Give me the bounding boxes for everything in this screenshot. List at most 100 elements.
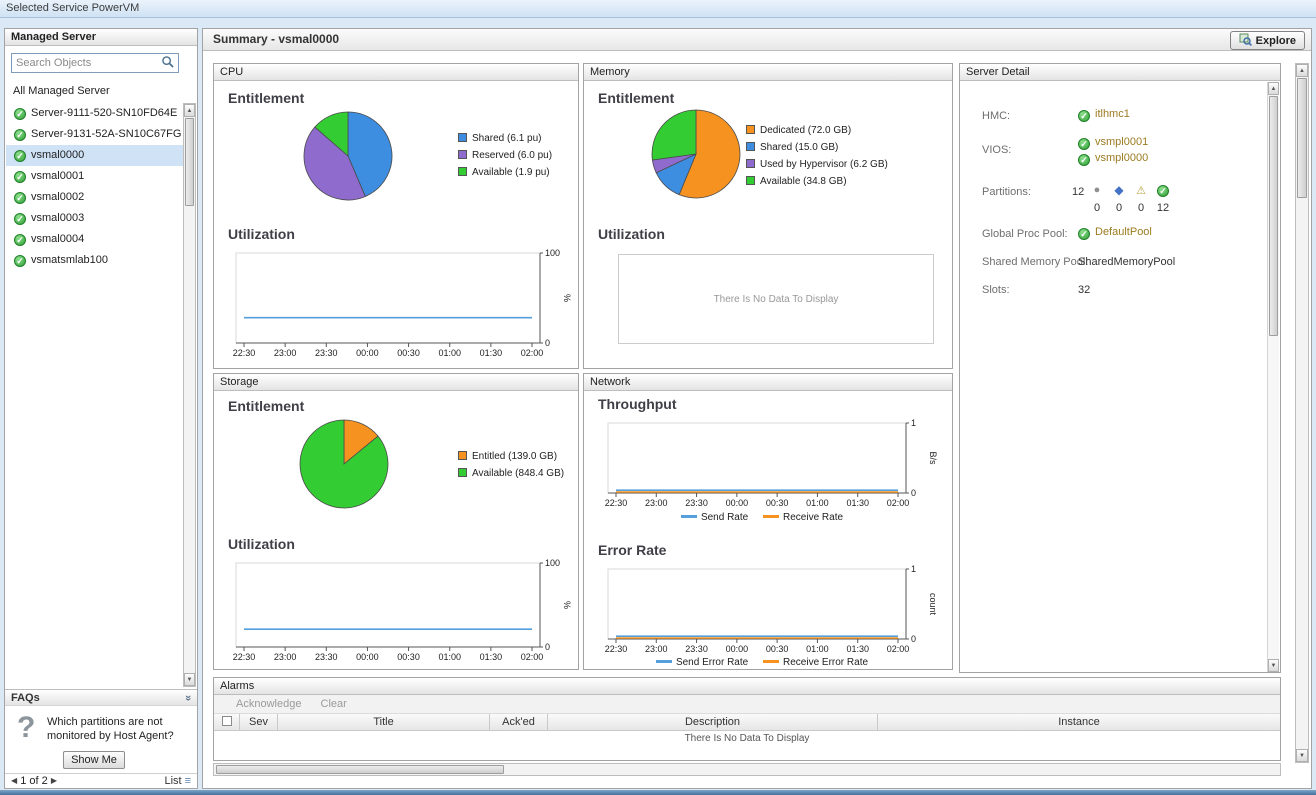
status-ok-icon: ✓ bbox=[14, 213, 26, 225]
svg-text:22:30: 22:30 bbox=[605, 644, 628, 654]
vios-link[interactable]: vsmpl0001 bbox=[1095, 136, 1148, 148]
svg-text:02:00: 02:00 bbox=[887, 644, 910, 654]
list-view-toggle[interactable]: List≡ bbox=[164, 775, 191, 787]
column-header-title[interactable]: Title bbox=[278, 714, 490, 731]
legend-label: Available (34.8 GB) bbox=[760, 176, 847, 187]
select-all-checkbox[interactable] bbox=[222, 716, 232, 726]
svg-text:00:00: 00:00 bbox=[726, 498, 749, 508]
server-item[interactable]: ✓vsmal0004 bbox=[6, 229, 184, 250]
scroll-down-icon[interactable]: ▼ bbox=[184, 673, 195, 686]
svg-text:01:30: 01:30 bbox=[480, 348, 503, 358]
sidebar-title: Managed Server bbox=[5, 29, 197, 46]
svg-text:23:30: 23:30 bbox=[315, 348, 338, 358]
scroll-down-icon[interactable]: ▼ bbox=[1268, 659, 1279, 672]
svg-text:1: 1 bbox=[911, 564, 916, 574]
server-item[interactable]: ✓vsmal0001 bbox=[6, 166, 184, 187]
svg-text:00:30: 00:30 bbox=[766, 498, 789, 508]
server-item[interactable]: ✓Server-9131-52A-SN10C67FG bbox=[6, 124, 184, 145]
svg-text:02:00: 02:00 bbox=[887, 498, 910, 508]
main-area: Summary - vsmal0000 Explore CPU Entitlem… bbox=[202, 28, 1312, 789]
column-header-instance[interactable]: Instance bbox=[878, 714, 1280, 731]
acknowledge-button[interactable]: Acknowledge bbox=[236, 698, 301, 710]
legend-label: Send Error Rate bbox=[676, 657, 748, 668]
global-proc-pool-label: Global Proc Pool: bbox=[982, 228, 1068, 240]
svg-text:01:00: 01:00 bbox=[438, 348, 461, 358]
storage-entitlement-pie bbox=[298, 418, 390, 510]
legend-swatch bbox=[458, 167, 467, 176]
list-icon: ≡ bbox=[185, 775, 191, 787]
faqs-header[interactable]: FAQs » bbox=[5, 689, 197, 706]
hmc-value[interactable]: ✓itlhmc1 bbox=[1078, 108, 1130, 122]
status-ok-icon: ✓ bbox=[14, 255, 26, 267]
scrollbar-thumb[interactable] bbox=[185, 118, 194, 206]
cpu-entitlement-legend: Shared (6.1 pu) Reserved (6.0 pu) Availa… bbox=[458, 130, 552, 181]
server-item[interactable]: ✓vsmal0002 bbox=[6, 187, 184, 208]
server-name: vsmal0004 bbox=[31, 229, 84, 250]
column-header-description[interactable]: Description bbox=[548, 714, 878, 731]
severity-fatal-icon: ● bbox=[1090, 184, 1104, 196]
server-item[interactable]: ✓vsmatsmlab100 bbox=[6, 250, 184, 271]
storage-entitlement-heading: Entitlement bbox=[228, 398, 304, 414]
status-ok-icon: ✓ bbox=[14, 108, 26, 120]
network-panel: Network Throughput 10B/s22:3023:0023:300… bbox=[583, 373, 953, 670]
legend-label: Entitled (139.0 GB) bbox=[472, 451, 557, 462]
server-item[interactable]: ✓vsmal0003 bbox=[6, 208, 184, 229]
svg-text:00:00: 00:00 bbox=[726, 644, 749, 654]
hmc-link[interactable]: itlhmc1 bbox=[1095, 108, 1130, 120]
memory-panel-title: Memory bbox=[584, 64, 952, 81]
clear-button[interactable]: Clear bbox=[321, 698, 347, 710]
column-header-acked[interactable]: Ack'ed bbox=[490, 714, 548, 731]
managed-server-panel: Managed Server All Managed Server ✓Serve… bbox=[4, 28, 198, 789]
server-detail-panel: Server Detail HMC: ✓itlhmc1 VIOS: ✓vsmpl… bbox=[959, 63, 1281, 673]
legend-label: Available (1.9 pu) bbox=[472, 167, 550, 178]
memory-entitlement-heading: Entitlement bbox=[598, 90, 674, 106]
cpu-panel-title: CPU bbox=[214, 64, 578, 81]
partition-count: 12 bbox=[1156, 202, 1170, 214]
partitions-total: 12 bbox=[1072, 186, 1084, 198]
search-input[interactable] bbox=[11, 53, 179, 73]
severity-warning-icon: ⚠ bbox=[1134, 184, 1148, 197]
vios-value[interactable]: ✓vsmpl0001 bbox=[1078, 136, 1148, 150]
status-ok-icon: ✓ bbox=[14, 171, 26, 183]
server-item-selected[interactable]: ✓ vsmal0000 bbox=[6, 145, 184, 166]
cpu-utilization-heading: Utilization bbox=[228, 226, 295, 242]
faq-next-icon[interactable]: ▶ bbox=[51, 776, 57, 785]
scrollbar-thumb[interactable] bbox=[1297, 78, 1307, 198]
search-icon[interactable] bbox=[158, 55, 177, 71]
server-detail-scrollbar[interactable]: ▲ ▼ bbox=[1267, 82, 1279, 672]
partition-count: 0 bbox=[1134, 202, 1148, 214]
svg-text:23:00: 23:00 bbox=[645, 498, 668, 508]
memory-utilization-heading: Utilization bbox=[598, 226, 665, 242]
horizontal-scrollbar[interactable] bbox=[213, 763, 1281, 776]
svg-text:01:30: 01:30 bbox=[846, 644, 869, 654]
server-item[interactable]: ✓Server-9111-520-SN10FD64E bbox=[6, 103, 184, 124]
server-name: vsmal0000 bbox=[31, 145, 84, 166]
explore-button[interactable]: Explore bbox=[1230, 31, 1305, 50]
server-group-label: All Managed Server bbox=[13, 85, 110, 97]
svg-text:22:30: 22:30 bbox=[233, 348, 256, 358]
memory-entitlement-pie bbox=[650, 108, 742, 200]
status-ok-icon: ✓ bbox=[14, 129, 26, 141]
scrollbar-thumb[interactable] bbox=[1269, 96, 1278, 336]
scrollbar-thumb[interactable] bbox=[216, 765, 504, 774]
global-proc-pool-link[interactable]: DefaultPool bbox=[1095, 226, 1152, 238]
legend-label: Shared (6.1 pu) bbox=[472, 133, 542, 144]
scroll-up-icon[interactable]: ▲ bbox=[1296, 64, 1308, 77]
svg-text:01:00: 01:00 bbox=[438, 652, 461, 662]
faq-prev-icon[interactable]: ◀ bbox=[11, 776, 17, 785]
svg-text:B/s: B/s bbox=[928, 451, 938, 465]
main-vertical-scrollbar[interactable]: ▲ ▼ bbox=[1295, 63, 1309, 763]
status-ok-icon: ✓ bbox=[14, 150, 26, 162]
slots-label: Slots: bbox=[982, 284, 1010, 296]
server-list-scrollbar[interactable]: ▲ ▼ bbox=[183, 103, 196, 687]
vios-link[interactable]: vsmpl0000 bbox=[1095, 152, 1148, 164]
svg-text:1: 1 bbox=[911, 418, 916, 428]
global-proc-pool-value[interactable]: ✓DefaultPool bbox=[1078, 226, 1152, 240]
scroll-up-icon[interactable]: ▲ bbox=[1268, 82, 1279, 95]
scroll-down-icon[interactable]: ▼ bbox=[1296, 749, 1308, 762]
show-me-button[interactable]: Show Me bbox=[63, 751, 125, 769]
collapse-icon[interactable]: » bbox=[180, 695, 196, 701]
column-header-sev[interactable]: Sev bbox=[240, 714, 278, 731]
scroll-up-icon[interactable]: ▲ bbox=[184, 104, 195, 117]
vios-value[interactable]: ✓vsmpl0000 bbox=[1078, 152, 1148, 166]
